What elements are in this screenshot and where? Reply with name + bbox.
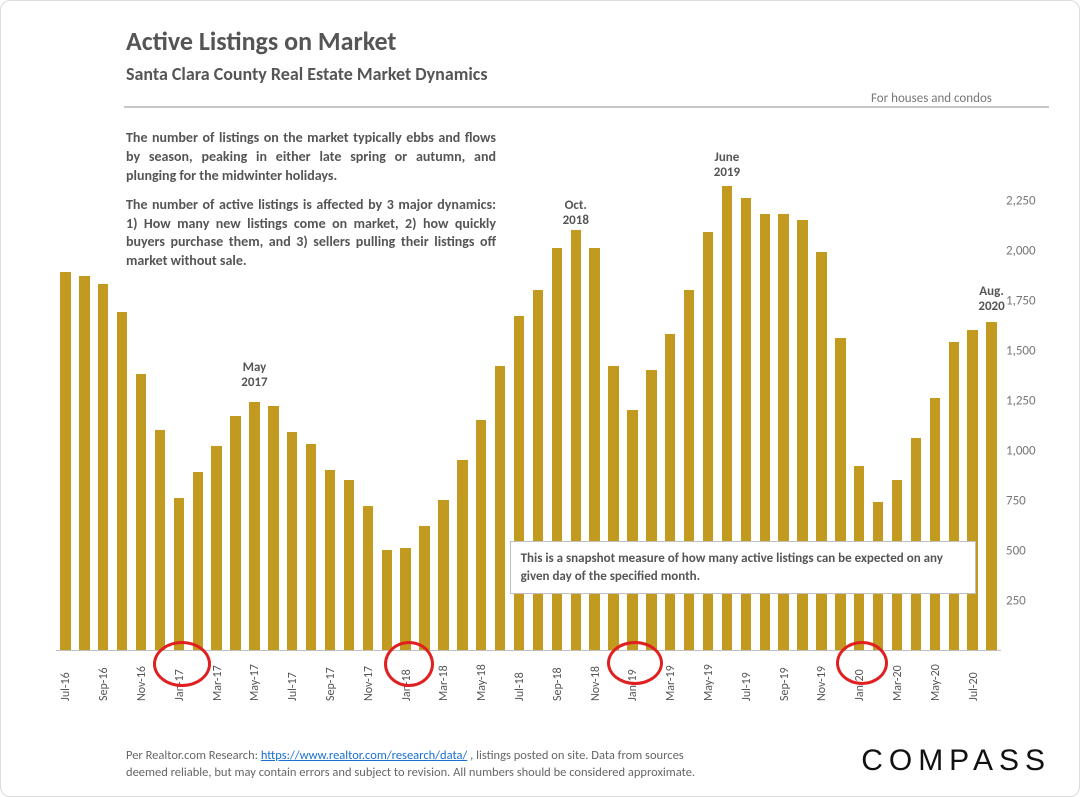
y-axis-tick: 500 [1006, 544, 1056, 559]
bar [457, 460, 467, 650]
bar [986, 322, 996, 650]
bar [382, 550, 392, 650]
bar [268, 406, 278, 650]
bar [627, 410, 637, 650]
chart-annotation: May2017 [224, 361, 284, 391]
bar [438, 500, 448, 650]
footnote-line-2: deemed reliable, but may contain errors … [126, 765, 695, 780]
footnote-lead: Per Realtor.com Research: [126, 748, 261, 763]
bar [363, 506, 373, 650]
footnote-tail-1: , listings posted on site. Data from sou… [470, 748, 684, 763]
y-axis-tick: 1,000 [1006, 444, 1056, 459]
x-axis-label: Jul-20 [967, 672, 1015, 701]
y-axis-tick: 1,500 [1006, 344, 1056, 359]
bar [60, 272, 70, 650]
bar [117, 312, 127, 650]
bar [193, 472, 203, 650]
y-axis-tick: 1,250 [1006, 394, 1056, 409]
y-axis-tick: 250 [1006, 594, 1056, 609]
bar [930, 398, 940, 650]
chart-annotation: June2019 [697, 151, 757, 181]
page-subtitle: Santa Clara County Real Estate Market Dy… [126, 63, 488, 85]
bar [211, 446, 221, 650]
bar [230, 416, 240, 650]
bar [79, 276, 89, 650]
bar [344, 480, 354, 650]
chart-plot-area: 2505007501,0001,2501,5001,7502,0002,250M… [56, 171, 1001, 651]
bar [419, 526, 429, 650]
page-title: Active Listings on Market [126, 25, 396, 57]
bar [287, 432, 297, 650]
bar [533, 290, 543, 650]
bar [495, 366, 505, 650]
chart-annotation: Aug.2020 [962, 285, 1022, 315]
y-axis-tick: 750 [1006, 494, 1056, 509]
bar [684, 290, 694, 650]
bar [400, 548, 410, 650]
bar [325, 470, 335, 650]
compass-logo: COMPASS [861, 744, 1051, 778]
y-axis-tick: 2,000 [1006, 244, 1056, 259]
bar [967, 330, 977, 650]
report-frame: Active Listings on Market Santa Clara Co… [0, 0, 1080, 797]
active-listings-bar-chart: 2505007501,0001,2501,5001,7502,0002,250M… [56, 171, 1056, 701]
bar [514, 316, 524, 650]
filter-note: For houses and condos [871, 91, 992, 106]
bar [136, 374, 146, 650]
bar [949, 342, 959, 650]
bar [98, 284, 108, 650]
y-axis-tick: 2,250 [1006, 194, 1056, 209]
snapshot-note-box: This is a snapshot measure of how many a… [510, 541, 976, 594]
bar [249, 402, 259, 650]
bar [174, 498, 184, 650]
bar [306, 444, 316, 650]
chart-annotation: Oct.2018 [546, 199, 606, 229]
source-link[interactable]: https://www.realtor.com/research/data/ [261, 748, 467, 763]
header-divider [124, 106, 1049, 108]
bar [835, 338, 845, 650]
bar [665, 334, 675, 650]
bar [646, 370, 656, 650]
bar [155, 430, 165, 650]
bar [608, 366, 618, 650]
bar [476, 420, 486, 650]
